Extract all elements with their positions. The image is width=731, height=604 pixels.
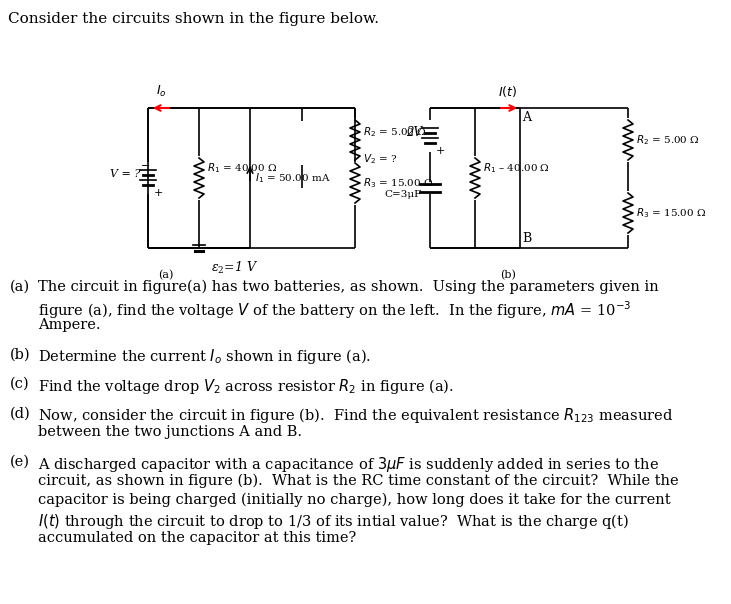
Text: $R_1$ = 40.00 Ω: $R_1$ = 40.00 Ω	[207, 161, 278, 175]
Text: (a): (a)	[10, 280, 30, 294]
Text: $+$: $+$	[435, 144, 445, 155]
Text: $R_3$ = 15.00 Ω: $R_3$ = 15.00 Ω	[636, 206, 706, 220]
Text: C=3μF: C=3μF	[385, 190, 422, 199]
Text: (a): (a)	[158, 270, 173, 280]
Text: $V_2$ = ?: $V_2$ = ?	[363, 152, 398, 166]
Text: $R_2$ = 5.00 Ω: $R_2$ = 5.00 Ω	[636, 133, 700, 147]
Text: (c): (c)	[10, 377, 30, 391]
Text: $R_3$ = 15.00 Ω: $R_3$ = 15.00 Ω	[363, 176, 433, 190]
Text: (b): (b)	[10, 347, 31, 361]
Text: (b): (b)	[500, 270, 516, 280]
Text: Determine the current $I_o$ shown in figure (a).: Determine the current $I_o$ shown in fig…	[38, 347, 371, 367]
Text: $I_1$ = 50.00 mA: $I_1$ = 50.00 mA	[255, 171, 330, 185]
Text: A: A	[522, 111, 531, 124]
Text: 2V: 2V	[406, 126, 422, 138]
Text: $I(t)$ through the circuit to drop to 1/3 of its intial value?  What is the char: $I(t)$ through the circuit to drop to 1/…	[38, 512, 629, 531]
Text: $-$: $-$	[140, 159, 150, 169]
Text: capacitor is being charged (initially no charge), how long does it take for the : capacitor is being charged (initially no…	[38, 493, 670, 507]
Text: $I_o$: $I_o$	[156, 84, 167, 99]
Text: accumulated on the capacitor at this time?: accumulated on the capacitor at this tim…	[38, 531, 356, 545]
Text: $R_1$ – 40.00 Ω: $R_1$ – 40.00 Ω	[483, 161, 550, 175]
Text: circuit, as shown in figure (b).  What is the RC time constant of the circuit?  : circuit, as shown in figure (b). What is…	[38, 474, 678, 488]
Text: Now, consider the circuit in figure (b).  Find the equivalent resistance $R_{123: Now, consider the circuit in figure (b).…	[38, 406, 673, 425]
Text: $I(t)$: $I(t)$	[498, 84, 518, 99]
Text: (d): (d)	[10, 406, 31, 420]
Text: Ampere.: Ampere.	[38, 318, 100, 332]
Text: (e): (e)	[10, 455, 30, 469]
Text: $+$: $+$	[153, 187, 163, 198]
Text: V = ?: V = ?	[110, 169, 140, 179]
Text: $R_2$ = 5.00 Ω: $R_2$ = 5.00 Ω	[363, 125, 427, 139]
Text: between the two junctions A and B.: between the two junctions A and B.	[38, 425, 302, 439]
Text: The circuit in figure(a) has two batteries, as shown.  Using the parameters give: The circuit in figure(a) has two batteri…	[38, 280, 659, 294]
Text: Consider the circuits shown in the figure below.: Consider the circuits shown in the figur…	[8, 12, 379, 26]
Text: figure (a), find the voltage $V$ of the battery on the left.  In the figure, $mA: figure (a), find the voltage $V$ of the …	[38, 299, 632, 321]
Text: $\varepsilon_2$=1 V: $\varepsilon_2$=1 V	[211, 260, 258, 276]
Text: Find the voltage drop $V_2$ across resistor $R_2$ in figure (a).: Find the voltage drop $V_2$ across resis…	[38, 377, 454, 396]
Text: A discharged capacitor with a capacitance of $3\mu F$ is suddenly added in serie: A discharged capacitor with a capacitanc…	[38, 455, 659, 474]
Text: B: B	[522, 232, 531, 245]
